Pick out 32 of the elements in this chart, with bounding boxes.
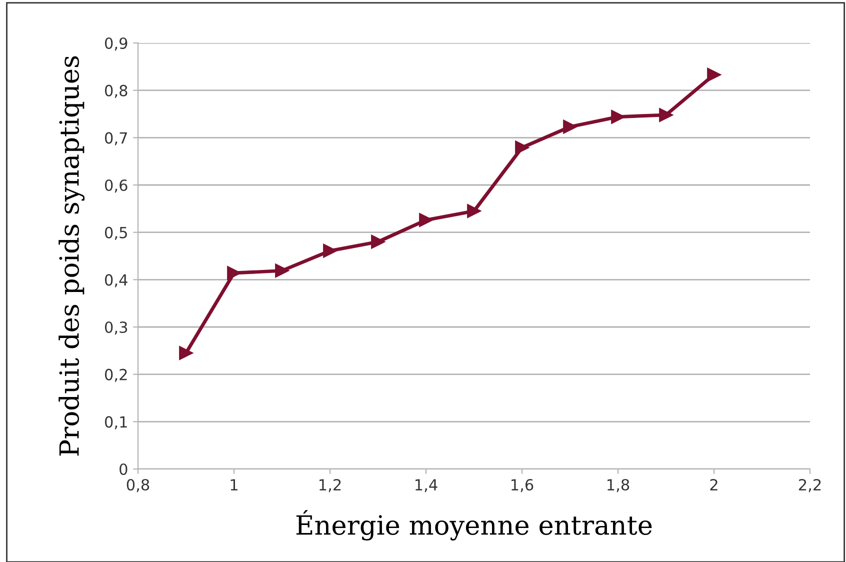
point [419,213,433,227]
x-tick-label: 2,2 [798,478,821,492]
y-axis-title: Produit des poids synaptiques [58,56,85,456]
point [467,204,481,218]
y-tick-label: 0,7 [104,132,127,146]
point [515,140,529,155]
y-tick-label: 0,6 [104,179,128,193]
x-tick-label: 1,2 [320,478,341,492]
point [275,264,289,278]
y-tick-label: 0 [120,463,128,476]
y-tick-label: 0,4 [104,274,128,288]
point [707,68,721,82]
x-axis-title: Énergie moyenne entrante [296,510,652,540]
y-tick-label: 0,3 [104,321,128,335]
point [563,120,577,134]
x-tick-label: 1 [230,479,238,490]
y-tick-label: 0,5 [104,226,127,240]
x-tick-label: 1,8 [608,478,630,492]
point [659,108,673,122]
x-tick-label: 0,8 [126,478,150,492]
point [611,110,625,124]
y-tick-label: 0,9 [104,37,128,51]
x-tick-label: 1,4 [416,479,438,492]
y-tick-label: 0,1 [104,416,127,430]
y-tick-label: 0,2 [104,368,127,382]
point [179,346,193,360]
point [227,266,241,280]
point [323,244,337,258]
y-tick-label: 0,8 [104,84,128,98]
x-tick-label: 2 [710,478,718,490]
x-tick-label: 1,6 [512,478,534,492]
point [371,234,385,249]
